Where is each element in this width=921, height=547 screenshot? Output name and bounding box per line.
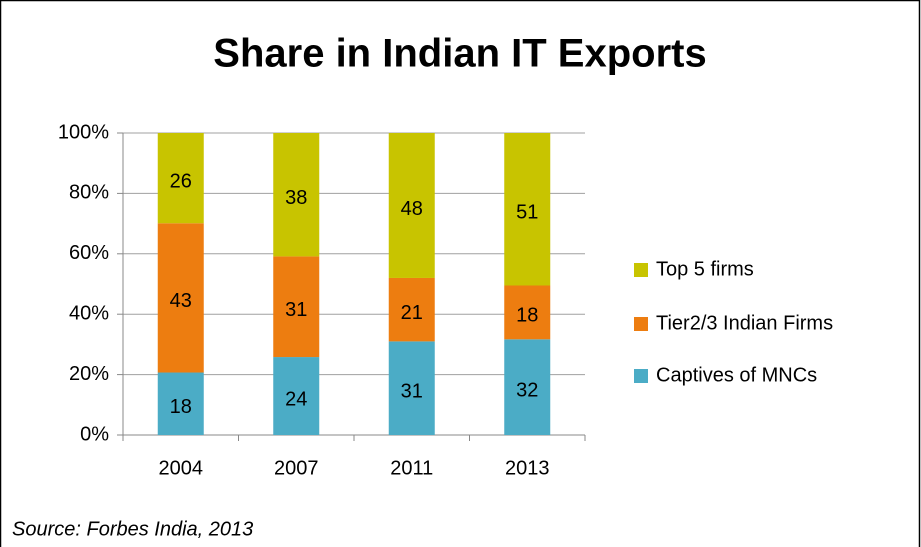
source-note: Source: Forbes India, 2013 (12, 518, 253, 540)
bar-segment (273, 256, 320, 358)
legend-swatch (634, 263, 648, 277)
y-tick-label: 0% (80, 423, 109, 445)
data-label: 31 (285, 299, 307, 321)
bar-segment (388, 133, 435, 278)
y-tick-label: 100% (58, 121, 109, 143)
bar-segment (157, 223, 204, 373)
y-tick-label: 60% (69, 242, 109, 264)
data-label: 48 (401, 198, 423, 220)
bar-segment (157, 372, 204, 435)
bar-segment (504, 133, 551, 286)
bar-segment (273, 357, 320, 435)
data-label: 21 (401, 302, 423, 324)
y-tick-label: 80% (69, 182, 109, 204)
data-label: 18 (516, 305, 538, 327)
bar-segment (273, 133, 320, 257)
bar-segment (504, 339, 551, 435)
data-label: 18 (170, 396, 192, 418)
data-label: 51 (516, 202, 538, 224)
legend-swatch (634, 317, 648, 331)
x-tick-label: 2013 (505, 457, 550, 479)
x-tick-label: 2007 (274, 457, 319, 479)
data-label: 32 (516, 379, 538, 401)
bar-segment (504, 285, 551, 340)
legend-swatch (634, 369, 648, 383)
data-label: 43 (170, 290, 192, 312)
chart-title: Share in Indian IT Exports (213, 32, 706, 76)
legend-label: Tier2/3 Indian Firms (656, 312, 833, 334)
y-tick-label: 40% (69, 302, 109, 324)
bar-segment (157, 133, 204, 224)
x-tick-label: 2004 (159, 457, 204, 479)
x-tick-label: 2011 (390, 457, 433, 479)
bar-segment (388, 277, 435, 342)
bar-segment (388, 341, 435, 435)
y-tick-label: 20% (69, 363, 109, 385)
data-label: 31 (401, 380, 423, 402)
legend-label: Top 5 firms (656, 258, 754, 280)
data-label: 24 (285, 388, 307, 410)
data-label: 38 (285, 187, 307, 209)
data-label: 26 (170, 170, 192, 192)
legend-label: Captives of MNCs (656, 364, 817, 386)
